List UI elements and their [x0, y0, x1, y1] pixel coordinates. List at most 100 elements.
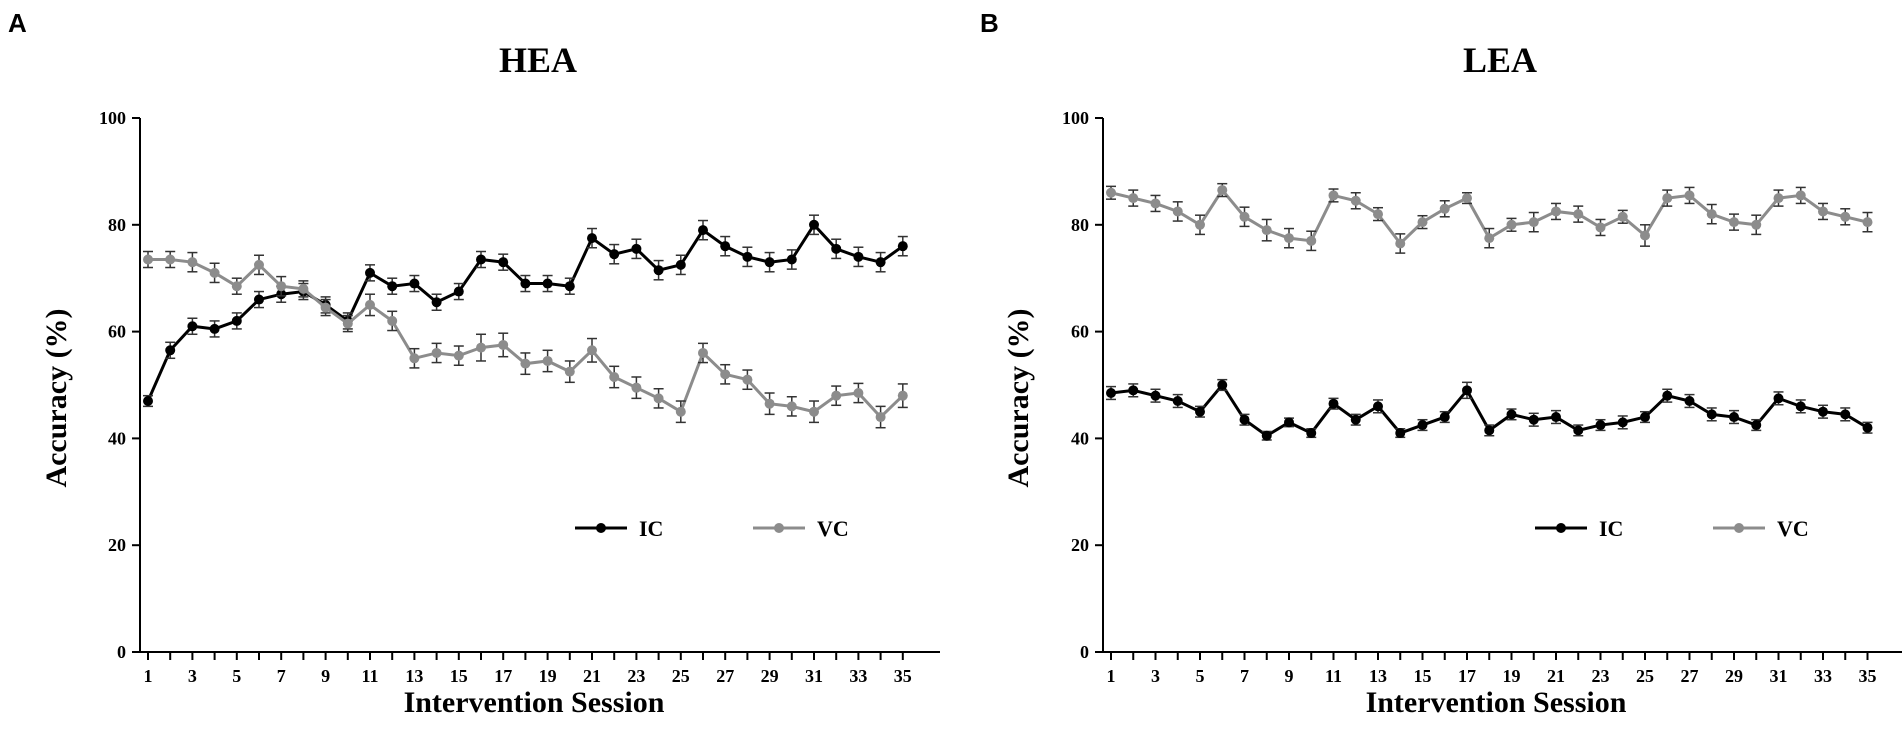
- data-point-ic-b: [1395, 428, 1406, 439]
- data-point-ic-b: [1150, 390, 1161, 401]
- legend-label-ic-b: IC: [1599, 516, 1623, 541]
- data-point-vc-b: [1662, 193, 1673, 204]
- data-point-vc-a: [387, 315, 398, 326]
- data-point-ic-b: [1484, 425, 1495, 436]
- x-tick-label-a: 21: [583, 666, 601, 686]
- legend-marker-ic-b: [1556, 523, 1566, 533]
- x-tick-label-b: 21: [1547, 666, 1565, 686]
- y-tick-label-a: 40: [108, 428, 126, 448]
- data-point-ic-b: [1595, 420, 1606, 431]
- data-point-vc-b: [1684, 190, 1695, 201]
- data-point-vc-b: [1506, 219, 1517, 230]
- data-point-ic-a: [853, 251, 864, 262]
- legend-marker-vc-a: [774, 523, 784, 533]
- y-tick-label-a: 100: [99, 108, 126, 128]
- data-point-ic-a: [653, 265, 664, 276]
- data-point-ic-b: [1684, 396, 1695, 407]
- legend-label-ic-a: IC: [639, 516, 663, 541]
- panel-a: A HEA Accuracy (%) Intervention Session …: [8, 8, 940, 719]
- data-point-ic-a: [187, 321, 198, 332]
- data-point-ic-b: [1773, 393, 1784, 404]
- data-point-vc-a: [720, 369, 731, 380]
- x-tick-label-a: 25: [672, 666, 690, 686]
- legend-b: IC VC: [1535, 516, 1809, 541]
- x-tick-label-a: 15: [450, 666, 468, 686]
- x-tick-label-b: 5: [1196, 666, 1205, 686]
- data-point-vc-a: [764, 398, 775, 409]
- chart-title-a: HEA: [499, 40, 577, 80]
- data-point-vc-a: [609, 371, 620, 382]
- data-point-ic-b: [1439, 412, 1450, 423]
- x-tick-label-a: 29: [761, 666, 779, 686]
- data-point-ic-b: [1417, 420, 1428, 431]
- data-point-vc-b: [1617, 211, 1628, 222]
- data-point-ic-a: [387, 281, 398, 292]
- panel-letter-a: A: [8, 8, 27, 38]
- data-point-vc-a: [897, 390, 908, 401]
- data-point-vc-b: [1195, 219, 1205, 230]
- data-point-vc-b: [1640, 230, 1650, 241]
- data-point-vc-b: [1840, 211, 1851, 222]
- data-point-vc-a: [742, 374, 753, 385]
- x-axis-title-b: Intervention Session: [1366, 686, 1627, 719]
- data-point-ic-a: [720, 241, 731, 252]
- data-point-vc-b: [1128, 193, 1139, 204]
- data-point-vc-a: [786, 401, 797, 412]
- y-tick-label-a: 20: [108, 535, 126, 555]
- data-point-vc-a: [875, 412, 886, 423]
- x-tick-label-b: 9: [1285, 666, 1294, 686]
- data-point-ic-b: [1729, 412, 1739, 423]
- data-point-ic-a: [742, 251, 753, 262]
- data-point-ic-a: [431, 297, 442, 308]
- data-point-ic-b: [1106, 388, 1116, 399]
- data-point-vc-a: [365, 299, 375, 310]
- data-point-vc-a: [187, 257, 198, 268]
- data-point-vc-b: [1595, 222, 1606, 233]
- data-point-vc-a: [431, 347, 442, 358]
- x-tick-label-b: 13: [1369, 666, 1387, 686]
- data-point-vc-b: [1706, 209, 1717, 220]
- data-point-ic-b: [1617, 417, 1628, 428]
- x-tick-label-a: 7: [277, 666, 286, 686]
- y-tick-label-b: 60: [1071, 322, 1089, 342]
- data-point-ic-b: [1506, 409, 1517, 420]
- data-point-ic-a: [143, 396, 153, 407]
- y-tick-label-b: 80: [1071, 215, 1089, 235]
- data-point-ic-b: [1373, 401, 1383, 412]
- panel-b: B LEA Accuracy (%) Intervention Session …: [980, 8, 1902, 719]
- data-point-vc-a: [542, 355, 553, 366]
- data-point-vc-b: [1172, 206, 1183, 217]
- data-point-ic-b: [1818, 406, 1828, 417]
- data-point-ic-b: [1862, 422, 1873, 433]
- data-point-vc-a: [653, 393, 664, 404]
- data-point-ic-a: [875, 257, 886, 268]
- y-axis-title-b: Accuracy (%): [1002, 308, 1035, 487]
- data-point-ic-b: [1662, 390, 1673, 401]
- x-tick-label-a: 17: [494, 666, 512, 686]
- data-point-vc-a: [320, 302, 331, 313]
- series-vc-a: [143, 250, 908, 429]
- x-tick-label-b: 25: [1636, 666, 1654, 686]
- y-tick-label-b: 0: [1080, 642, 1089, 662]
- data-point-vc-a: [587, 345, 597, 356]
- data-point-ic-b: [1306, 428, 1317, 439]
- x-tick-label-a: 31: [805, 666, 823, 686]
- data-point-vc-a: [342, 318, 353, 329]
- data-point-vc-a: [698, 347, 708, 358]
- data-point-vc-b: [1528, 217, 1539, 228]
- data-point-ic-a: [498, 257, 509, 268]
- data-point-vc-a: [831, 390, 842, 401]
- data-point-ic-b: [1217, 380, 1228, 390]
- data-point-ic-b: [1239, 414, 1250, 425]
- data-point-vc-b: [1217, 185, 1228, 196]
- data-point-vc-a: [476, 342, 486, 353]
- data-point-ic-a: [165, 345, 176, 356]
- data-point-ic-a: [476, 254, 486, 265]
- x-tick-label-b: 1: [1107, 666, 1116, 686]
- x-tick-label-b: 11: [1325, 666, 1342, 686]
- data-point-vc-a: [254, 259, 264, 270]
- data-point-vc-a: [453, 350, 464, 361]
- data-point-vc-a: [675, 406, 686, 417]
- data-point-ic-a: [809, 219, 819, 230]
